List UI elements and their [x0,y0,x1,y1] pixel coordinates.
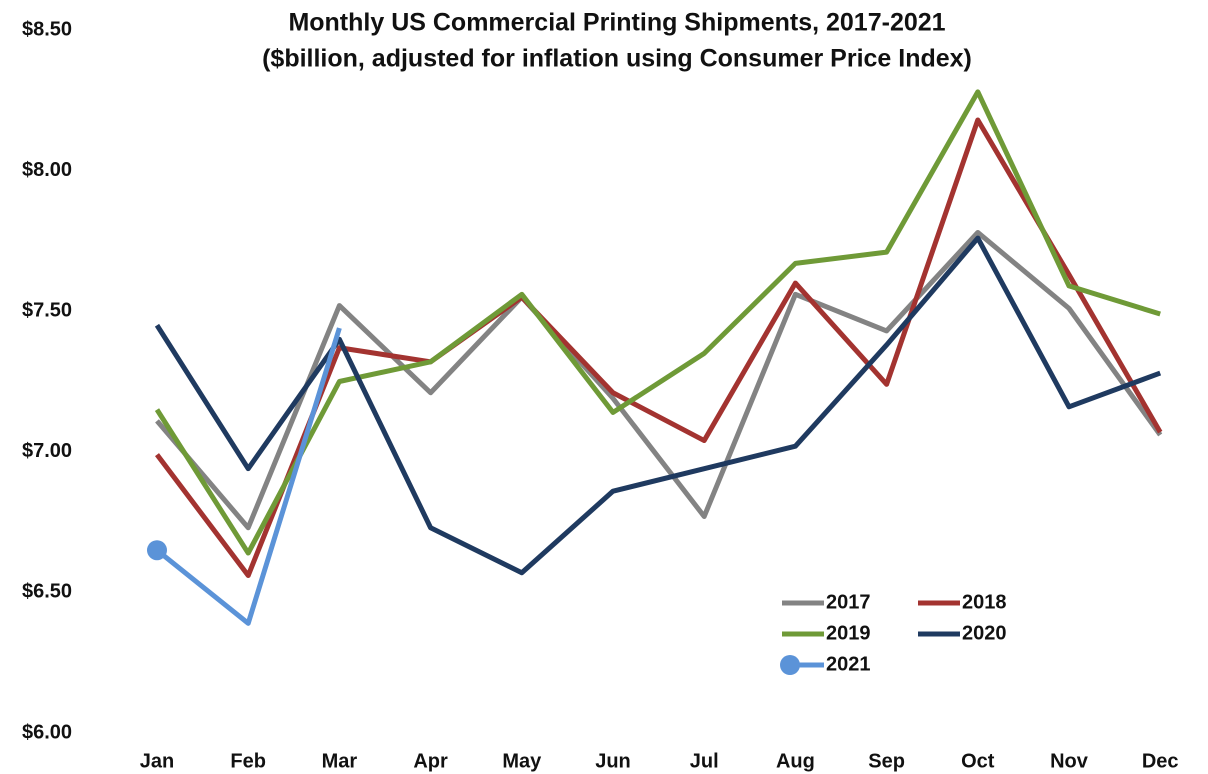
series-line [155,327,342,626]
legend-marker [780,655,800,675]
legend-label: 2018 [962,591,1007,613]
x-tick-label: Feb [230,750,266,772]
series-line [155,117,1163,579]
x-tick-label: Mar [322,750,358,772]
x-tick-label: Dec [1142,750,1179,772]
series-line [154,89,1161,556]
chart-subtitle: ($billion, adjusted for inflation using … [262,45,972,73]
series-marker [147,540,167,561]
legend-label: 2020 [962,622,1007,644]
x-tick-label: Jan [140,750,174,772]
y-tick-label: $7.00 [22,440,72,462]
x-tick-label: Jul [690,750,719,772]
series-line [155,229,1163,531]
x-tick-label: Nov [1050,750,1089,772]
x-tick-label: Apr [413,750,448,772]
x-tick-label: Sep [868,750,905,772]
y-tick-label: $8.50 [22,18,72,40]
x-tick-label: Aug [776,750,815,772]
x-tick-label: May [502,750,542,772]
series-line [154,235,1162,576]
y-tick-label: $6.00 [22,721,72,743]
x-tick-label: Oct [961,750,995,772]
y-tick-label: $7.50 [22,299,72,321]
x-tick-label: Jun [595,750,631,772]
legend-label: 2019 [826,622,871,644]
y-tick-label: $6.50 [22,581,72,603]
legend-label: 2017 [826,591,871,613]
chart-title: Monthly US Commercial Printing Shipments… [288,9,945,37]
legend-label: 2021 [826,653,871,675]
y-tick-label: $8.00 [22,159,72,181]
